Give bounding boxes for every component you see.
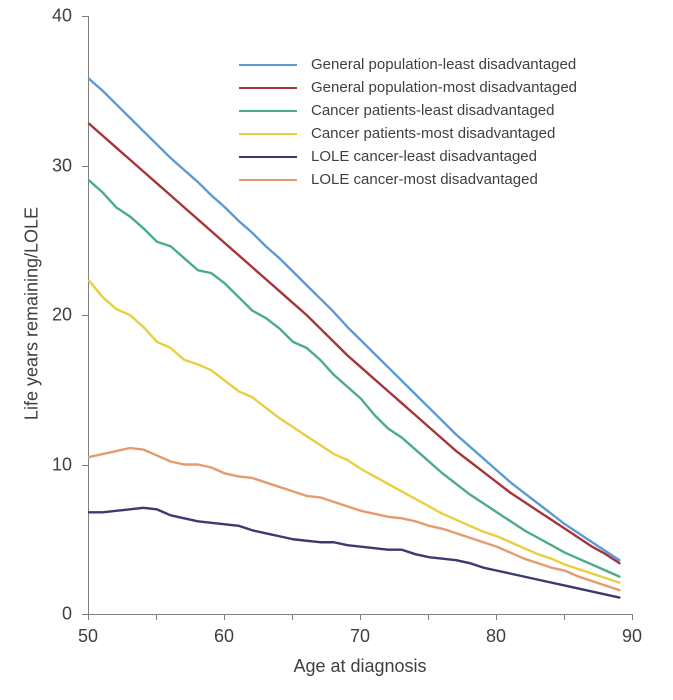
legend-label: Cancer patients-most disadvantaged [311,125,555,142]
x-tick-mark [360,614,361,620]
x-tick-mark [156,614,157,620]
chart-container: General population-least disadvantaged Ge… [0,0,673,700]
y-tick-label: 0 [0,604,72,625]
x-tick-label: 90 [622,626,642,647]
x-tick-mark [632,614,633,620]
series-line [89,508,619,598]
legend-item: General population-most disadvantaged [239,79,577,96]
plot-area: General population-least disadvantaged Ge… [88,16,633,615]
y-tick-mark [82,16,88,17]
legend-swatch [239,87,297,89]
legend-item: LOLE cancer-most disadvantaged [239,171,577,188]
y-tick-label: 20 [0,305,72,326]
series-line [89,448,619,590]
series-line [89,180,619,576]
x-tick-label: 50 [78,626,98,647]
legend-swatch [239,179,297,181]
legend-swatch [239,110,297,112]
legend-label: LOLE cancer-most disadvantaged [311,171,538,188]
y-tick-label: 30 [0,155,72,176]
x-tick-mark [88,614,89,620]
legend-swatch [239,64,297,66]
x-tick-label: 60 [214,626,234,647]
legend-label: General population-most disadvantaged [311,79,577,96]
x-tick-label: 70 [350,626,370,647]
y-tick-mark [82,166,88,167]
x-tick-mark [564,614,565,620]
legend-label: General population-least disadvantaged [311,56,576,73]
y-tick-mark [82,315,88,316]
legend-item: Cancer patients-most disadvantaged [239,125,577,142]
x-axis-label: Age at diagnosis [293,656,426,677]
x-tick-mark [224,614,225,620]
legend-item: LOLE cancer-least disadvantaged [239,148,577,165]
legend-swatch [239,156,297,158]
legend-item: Cancer patients-least disadvantaged [239,102,577,119]
x-tick-label: 80 [486,626,506,647]
y-tick-mark [82,465,88,466]
legend-label: LOLE cancer-least disadvantaged [311,148,537,165]
x-tick-mark [292,614,293,620]
legend-swatch [239,133,297,135]
series-line [89,281,619,583]
legend: General population-least disadvantaged Ge… [239,56,577,194]
legend-item: General population-least disadvantaged [239,56,577,73]
x-tick-mark [496,614,497,620]
legend-label: Cancer patients-least disadvantaged [311,102,555,119]
x-tick-mark [428,614,429,620]
y-tick-label: 40 [0,6,72,27]
y-tick-label: 10 [0,454,72,475]
